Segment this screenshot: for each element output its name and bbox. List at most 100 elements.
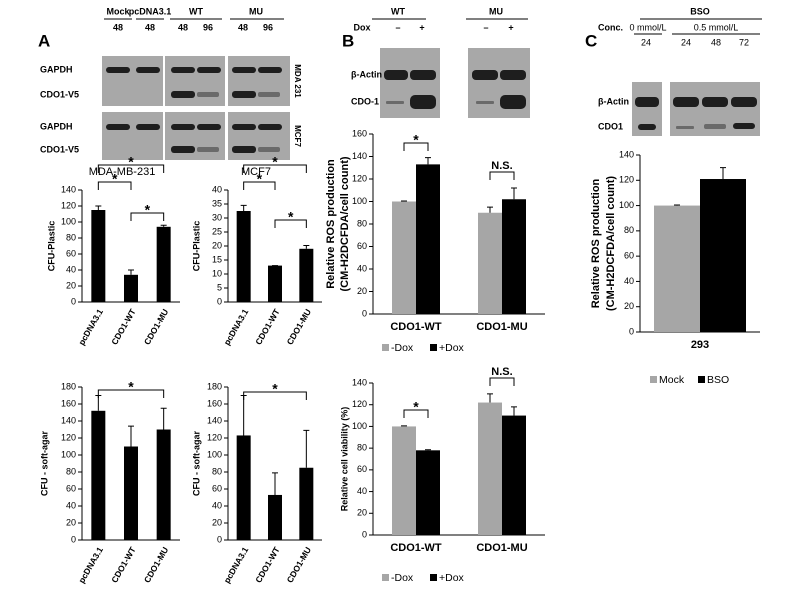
error-bar [160,407,167,430]
y-tick-label: 180 [61,381,76,391]
significance-bracket [243,391,307,400]
lane-label: 24 [641,37,651,47]
y-tick-label: 180 [207,381,222,391]
lane-label: – [483,22,488,32]
lane-label: 96 [203,22,213,32]
lane-label: + [508,22,513,32]
lane-group: MU [249,6,263,16]
blot-a: Mock pcDNA3.1 WT MU 48 48 48 96 48 96 [40,6,302,160]
y-tick-label: 100 [352,196,367,206]
y-tick-label: 160 [61,398,76,408]
bar [502,415,526,535]
chart-title: MDA-MB-231 [89,166,156,178]
bands [106,67,282,153]
annotation: * [288,209,294,225]
y-tick-label: 100 [207,449,222,459]
x-tick-label: CDO1-MU [476,542,527,554]
row-label: CDO1-V5 [40,144,79,154]
bar [156,429,171,540]
annotation: * [413,399,419,415]
significance-bracket [274,219,307,228]
error-bar [160,224,167,227]
y-tick-label: 120 [207,432,222,442]
row-label: CDO1-V5 [40,89,79,99]
error-bar [674,204,680,206]
error-bar [272,472,278,495]
row-label: CDO1 [598,121,623,131]
annotation: N.S. [491,160,512,172]
y-tick-label: 80 [624,225,634,235]
annotation: * [128,154,134,170]
significance-bracket [489,171,515,180]
legend-label: BSO [707,374,729,386]
significance-bracket [130,212,165,221]
y-axis-label: Relative cell viability (%) [339,407,349,512]
lane-group: 0 mmol/L [629,22,666,32]
y-tick-label: 120 [619,175,634,185]
x-tick-label: CDO1-MU [285,545,313,584]
significance-bracket [97,164,165,173]
y-tick-label: 140 [207,415,222,425]
y-tick-label: 60 [66,248,76,258]
blot-image [165,56,225,106]
y-tick-label: 100 [61,216,76,226]
annotation: * [112,171,118,187]
y-tick-label: 40 [624,276,634,286]
error-bar [401,200,407,202]
y-axis-label: CFU-Plastic [46,221,56,272]
y-tick-label: 10 [212,268,222,278]
bar [392,201,416,314]
error-bar [487,206,493,213]
bar [156,226,171,302]
lane-group: 0.5 mmol/L [694,22,739,32]
y-axis-label: CFU-Plastic [191,221,201,272]
legend-label: +Dox [439,572,465,584]
x-tick-label: pcDNA3.1 [222,307,251,347]
y-axis-label: (CM-H2DCFDA/cell count) [605,176,617,311]
y-tick-label: 100 [352,421,367,431]
lane-label: 48 [178,22,188,32]
y-tick-label: 60 [357,241,367,251]
bar [124,274,138,302]
y-axis-label: CFU - soft-agar [191,431,201,496]
bar [91,210,106,302]
lane-label: 24 [681,37,691,47]
lane-group: MU [489,6,503,16]
legend-swatch [698,376,705,383]
y-tick-label: 60 [66,483,76,493]
error-bar [511,406,517,416]
legend-swatch [382,574,389,581]
bar [236,435,251,540]
y-tick-label: 100 [61,449,76,459]
significance-bracket [243,164,307,173]
y-tick-label: 120 [61,432,76,442]
significance-bracket [403,409,429,418]
x-tick-label: CDO1-MU [285,307,313,346]
y-tick-label: 25 [212,226,222,236]
lane-group: pcDNA3.1 [129,6,172,16]
y-tick-label: 0 [71,534,76,544]
y-axis-label: Relative ROS production [590,178,602,308]
y-tick-label: 40 [212,184,222,194]
legend-swatch [430,344,437,351]
x-tick-label: pcDNA3.1 [222,545,251,585]
error-bar [128,425,134,447]
panel-label: A [38,31,50,50]
y-tick-label: 20 [212,517,222,527]
legend-swatch [650,376,657,383]
row-label: GAPDH [40,64,73,74]
blot-image [102,56,163,106]
bar [502,199,526,314]
y-tick-label: 0 [71,296,76,306]
legend-label: Mock [659,374,685,386]
row-label: CDO-1 [351,96,379,106]
lane-label: 96 [263,22,273,32]
bar [268,494,282,540]
bar [236,211,251,302]
bar [416,450,440,535]
significance-bracket [489,377,515,386]
x-tick-label: CDO1-WT [253,544,282,584]
error-bar [720,167,726,180]
lane-label: 72 [739,37,749,47]
